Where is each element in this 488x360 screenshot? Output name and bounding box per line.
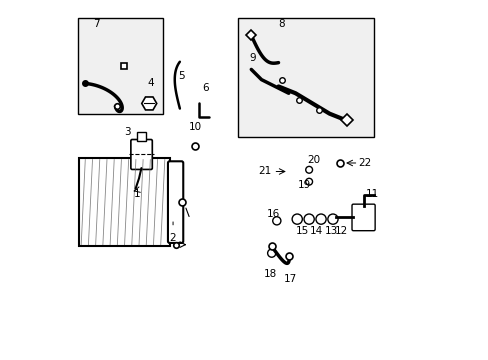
Circle shape [327, 214, 337, 224]
Text: 12: 12 [334, 226, 347, 236]
Bar [237, 18, 373, 138]
Circle shape [304, 214, 314, 224]
Text: 3: 3 [123, 127, 130, 138]
Text: 8: 8 [278, 18, 285, 28]
Text: 6: 6 [202, 83, 208, 93]
Text: 7: 7 [93, 18, 100, 28]
Bar [78, 18, 163, 114]
Text: 4: 4 [147, 78, 154, 88]
Text: 20: 20 [307, 154, 320, 165]
FancyBboxPatch shape [351, 204, 374, 231]
Text: 13: 13 [324, 226, 337, 236]
FancyBboxPatch shape [167, 161, 183, 243]
FancyBboxPatch shape [131, 140, 152, 170]
Circle shape [267, 249, 275, 257]
Text: 21: 21 [258, 166, 271, 176]
Text: 19: 19 [297, 180, 310, 190]
Text: 5: 5 [178, 71, 184, 81]
Text: 10: 10 [188, 122, 202, 132]
Text: 11: 11 [365, 189, 378, 199]
Text: 14: 14 [309, 226, 322, 236]
Text: 15: 15 [295, 226, 308, 236]
Text: 1: 1 [134, 189, 141, 199]
Text: 9: 9 [249, 53, 256, 63]
Text: 2: 2 [169, 233, 176, 243]
Circle shape [272, 217, 280, 225]
Circle shape [305, 166, 312, 173]
Circle shape [291, 214, 302, 224]
Polygon shape [142, 97, 157, 110]
Text: 18: 18 [263, 269, 276, 279]
Bar [80, 158, 169, 246]
Text: 17: 17 [283, 274, 296, 284]
Circle shape [305, 178, 312, 185]
Text: 16: 16 [266, 209, 280, 219]
Circle shape [315, 214, 325, 224]
Text: 22: 22 [358, 158, 371, 168]
Bar [137, 132, 145, 141]
